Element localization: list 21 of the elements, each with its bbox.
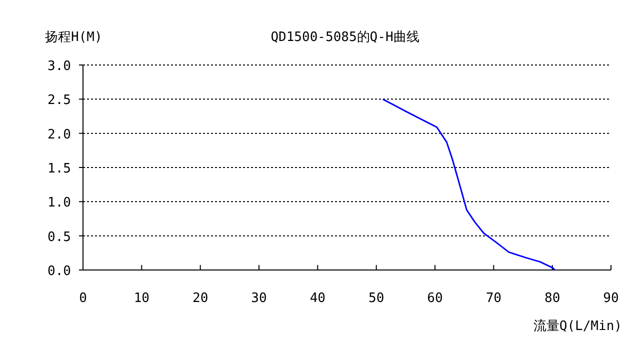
y-tick-label: 3.0	[48, 59, 71, 74]
line-series	[382, 98, 556, 271]
x-tick-label: 40	[310, 291, 326, 306]
y-tick-label: 0.5	[48, 230, 71, 245]
x-tick-label: 30	[251, 291, 267, 306]
y-axis-title: 扬程H(M)	[45, 30, 102, 45]
x-tick-label: 80	[544, 291, 560, 306]
x-axis-title: 流量Q(L/Min)	[533, 318, 622, 334]
x-tick-label: 10	[134, 291, 150, 306]
y-tick-label: 2.0	[48, 127, 71, 142]
y-tick-label: 2.5	[48, 93, 71, 108]
chart-title: QD1500-5085的Q-H曲线	[270, 30, 420, 45]
x-tick-label: 70	[486, 291, 502, 306]
y-tick-label: 1.5	[48, 162, 71, 176]
x-tick-label: 50	[368, 291, 384, 306]
x-tick-label: 60	[427, 291, 443, 306]
y-tick-label: 1.0	[48, 196, 71, 211]
x-tick-label: 20	[192, 291, 208, 306]
x-tick-label: 0	[79, 291, 87, 306]
y-tick-label: 0.0	[48, 264, 71, 279]
x-tick-label: 90	[603, 291, 619, 306]
